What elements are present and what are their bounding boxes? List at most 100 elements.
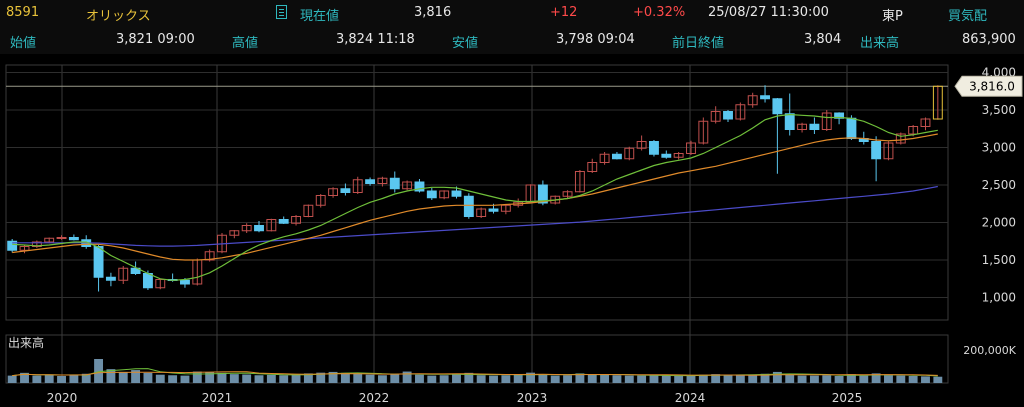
candle-body xyxy=(611,153,622,160)
volume-bar xyxy=(464,372,474,383)
volume-bar xyxy=(822,375,832,383)
volume-bar xyxy=(587,374,597,383)
candle-body xyxy=(784,113,795,130)
candle-body xyxy=(439,190,450,199)
candle-body xyxy=(624,147,635,160)
candle-body xyxy=(204,251,215,261)
candle-body xyxy=(254,225,264,232)
volume-bar xyxy=(217,372,227,383)
candle-body xyxy=(180,279,190,285)
buy-sell-quote-label[interactable]: 買気配 xyxy=(948,9,988,24)
candle-body xyxy=(636,141,647,149)
candle-body xyxy=(562,191,573,197)
volume-bar xyxy=(44,374,54,383)
volume-bar xyxy=(229,374,239,383)
candle-body xyxy=(266,219,277,232)
candle-body xyxy=(352,179,363,193)
candle-body xyxy=(93,246,104,278)
candle-body xyxy=(686,142,696,154)
volume-bar xyxy=(933,376,943,383)
candle-body xyxy=(142,273,153,289)
x-tick-label: 2021 xyxy=(202,391,233,405)
volume-bar xyxy=(686,375,696,383)
candle-body xyxy=(19,246,30,251)
candle-body xyxy=(846,117,857,139)
volume-bar xyxy=(834,375,844,383)
volume-bar xyxy=(439,375,449,383)
volume-bar xyxy=(353,373,363,383)
candle-body xyxy=(735,104,746,120)
x-tick-label: 2023 xyxy=(517,391,548,405)
volume-bar xyxy=(871,373,881,383)
y-tick-label: 3,000 xyxy=(982,141,1016,155)
candle-body xyxy=(278,219,289,224)
current-price-label: 現在値 xyxy=(300,9,340,24)
candle-body xyxy=(303,204,314,217)
volume-bar xyxy=(859,375,869,383)
header-row-prices: 始値 3,821 09:00 高値 3,824 11:18 安値 3,798 0… xyxy=(0,27,1024,54)
candle-body xyxy=(673,153,684,158)
candle-body xyxy=(31,241,42,247)
volume-bar xyxy=(143,372,153,383)
candle-body xyxy=(291,216,301,224)
candle-body xyxy=(525,184,536,203)
candle-body xyxy=(56,237,67,239)
volume-bar xyxy=(711,374,721,383)
volume-value: 863,900 xyxy=(962,32,1016,47)
low-value: 3,798 09:04 xyxy=(556,32,635,47)
ma-long-line xyxy=(12,185,938,247)
stock-code[interactable]: 8591 xyxy=(6,5,40,20)
high-value: 3,824 11:18 xyxy=(336,32,415,47)
candle-body xyxy=(698,120,709,144)
current-price-tag-label: 3,816.0 xyxy=(969,79,1015,93)
candle-body xyxy=(476,208,487,217)
volume-bar xyxy=(760,373,770,383)
volume-bar xyxy=(550,375,560,383)
candle-body xyxy=(328,188,339,196)
candle-body xyxy=(414,181,425,192)
low-label: 安値 xyxy=(452,36,479,51)
volume-bar xyxy=(192,371,202,383)
volume-bar xyxy=(81,373,91,383)
volume-bar xyxy=(908,375,918,383)
candle-body xyxy=(105,276,116,281)
candle-body xyxy=(68,237,79,241)
candle-body xyxy=(661,153,672,158)
y-tick-label: 3,500 xyxy=(982,103,1016,117)
y-tick-label: 1,500 xyxy=(982,253,1016,267)
volume-bar xyxy=(303,373,313,383)
volume-bar xyxy=(365,374,375,383)
volume-bar xyxy=(106,369,116,383)
volume-bar xyxy=(390,374,400,383)
current-price-value: 3,816 xyxy=(414,5,452,20)
market-label: 東P xyxy=(882,9,903,24)
candle-body xyxy=(809,123,820,130)
volume-bar xyxy=(131,370,141,383)
volume-tick-label: 200,000K xyxy=(963,344,1016,357)
volume-bar xyxy=(772,371,782,383)
candle-body xyxy=(710,111,721,122)
price-chart[interactable]: 2020 2021 2022 2023 2024 20254,0003,5003,0002… xyxy=(0,55,1024,407)
volume-bar xyxy=(452,374,461,383)
candle-body xyxy=(130,267,141,274)
volume-bar xyxy=(649,375,659,383)
change-value: +12 xyxy=(550,5,578,20)
candle-body xyxy=(834,112,845,119)
document-icon[interactable] xyxy=(276,5,287,19)
volume-bar xyxy=(612,375,622,383)
candle-body xyxy=(44,237,55,243)
candle-body xyxy=(118,267,129,281)
candle-body xyxy=(797,123,808,130)
volume-bar xyxy=(476,375,486,383)
volume-bar xyxy=(921,376,930,383)
y-tick-label: 1,000 xyxy=(982,291,1016,305)
candle-body xyxy=(340,188,351,193)
volume-bar xyxy=(723,375,733,383)
volume-bar xyxy=(600,374,610,383)
prev-close-value: 3,804 xyxy=(804,32,842,47)
candle-body xyxy=(315,195,326,206)
candle-body xyxy=(451,190,462,197)
stock-name[interactable]: オリックス xyxy=(86,9,151,24)
high-label: 高値 xyxy=(232,36,259,51)
volume-bar xyxy=(57,375,66,383)
